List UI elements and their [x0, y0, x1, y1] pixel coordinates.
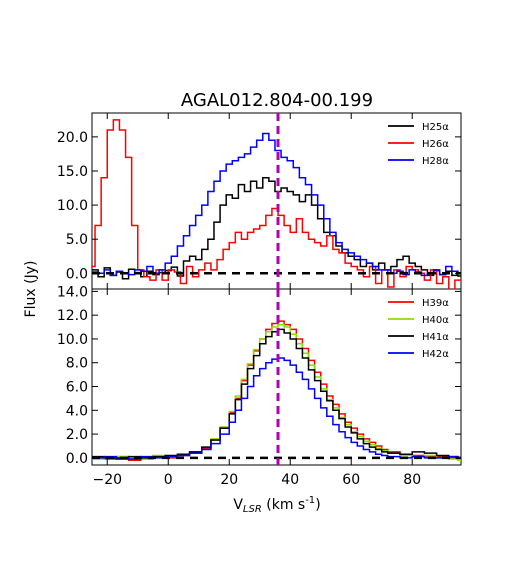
- bottom-panel-frame: [91, 288, 462, 466]
- x-tick-label: 0: [164, 472, 173, 488]
- bottom-legend-label: H41α: [422, 332, 449, 343]
- top-series-line-2: [92, 119, 461, 289]
- x-axis-label: VLSR (km s-1): [233, 495, 320, 515]
- bottom-y-tick-label: 0.0: [66, 451, 88, 467]
- plot-layer: 0.0 5.0 10.0 15.0 20.0 H25α H26α H28α 0.0 2.0 4.0 6…: [57, 113, 461, 488]
- top-y-tick-label: 10.0: [57, 198, 88, 214]
- x-axis-label-sub: LSR: [243, 504, 262, 515]
- x-axis-label-exp: -1: [305, 495, 315, 506]
- bottom-legend-label: H39α: [422, 298, 449, 309]
- top-y-tick-label: 15.0: [57, 164, 88, 180]
- bottom-y-tick-label: 8.0: [66, 356, 88, 372]
- bottom-series-line-4: [92, 357, 461, 460]
- bottom-y-tick-label: 6.0: [66, 380, 88, 396]
- x-axis-label-close: ): [315, 497, 320, 513]
- x-tick-label: 60: [342, 472, 360, 488]
- bottom-y-tick-label: 4.0: [66, 403, 88, 419]
- top-legend-label: H28α: [422, 156, 449, 167]
- x-tick-label: 20: [220, 472, 238, 488]
- bottom-y-tick-label: 2.0: [66, 427, 88, 443]
- x-axis-label-main: V: [233, 497, 243, 513]
- bottom-panel-plot: [92, 289, 461, 465]
- top-y-tick-label: 5.0: [66, 232, 88, 248]
- bottom-legend-label: H42α: [422, 349, 449, 360]
- top-panel-plot: [92, 113, 461, 289]
- x-tick-label: −20: [92, 472, 122, 488]
- x-tick-label: 40: [281, 472, 299, 488]
- bottom-series-line-3: [92, 328, 461, 460]
- top-y-tick-label: 0.0: [66, 266, 88, 282]
- bottom-y-tick-label: 12.0: [57, 308, 88, 324]
- top-y-tick-label: 20.0: [57, 130, 88, 146]
- x-axis-label-units: (km s: [262, 497, 305, 513]
- y-axis-label: Flux (Jy): [23, 261, 39, 318]
- x-tick-label: 80: [403, 472, 421, 488]
- top-legend-label: H25α: [422, 122, 449, 133]
- bottom-y-tick-label: 10.0: [57, 332, 88, 348]
- bottom-y-tick-label: 14.0: [57, 284, 88, 300]
- top-legend-label: H26α: [422, 139, 449, 150]
- chart-title: AGAL012.804-00.199: [181, 90, 373, 111]
- bottom-legend-label: H40α: [422, 315, 449, 326]
